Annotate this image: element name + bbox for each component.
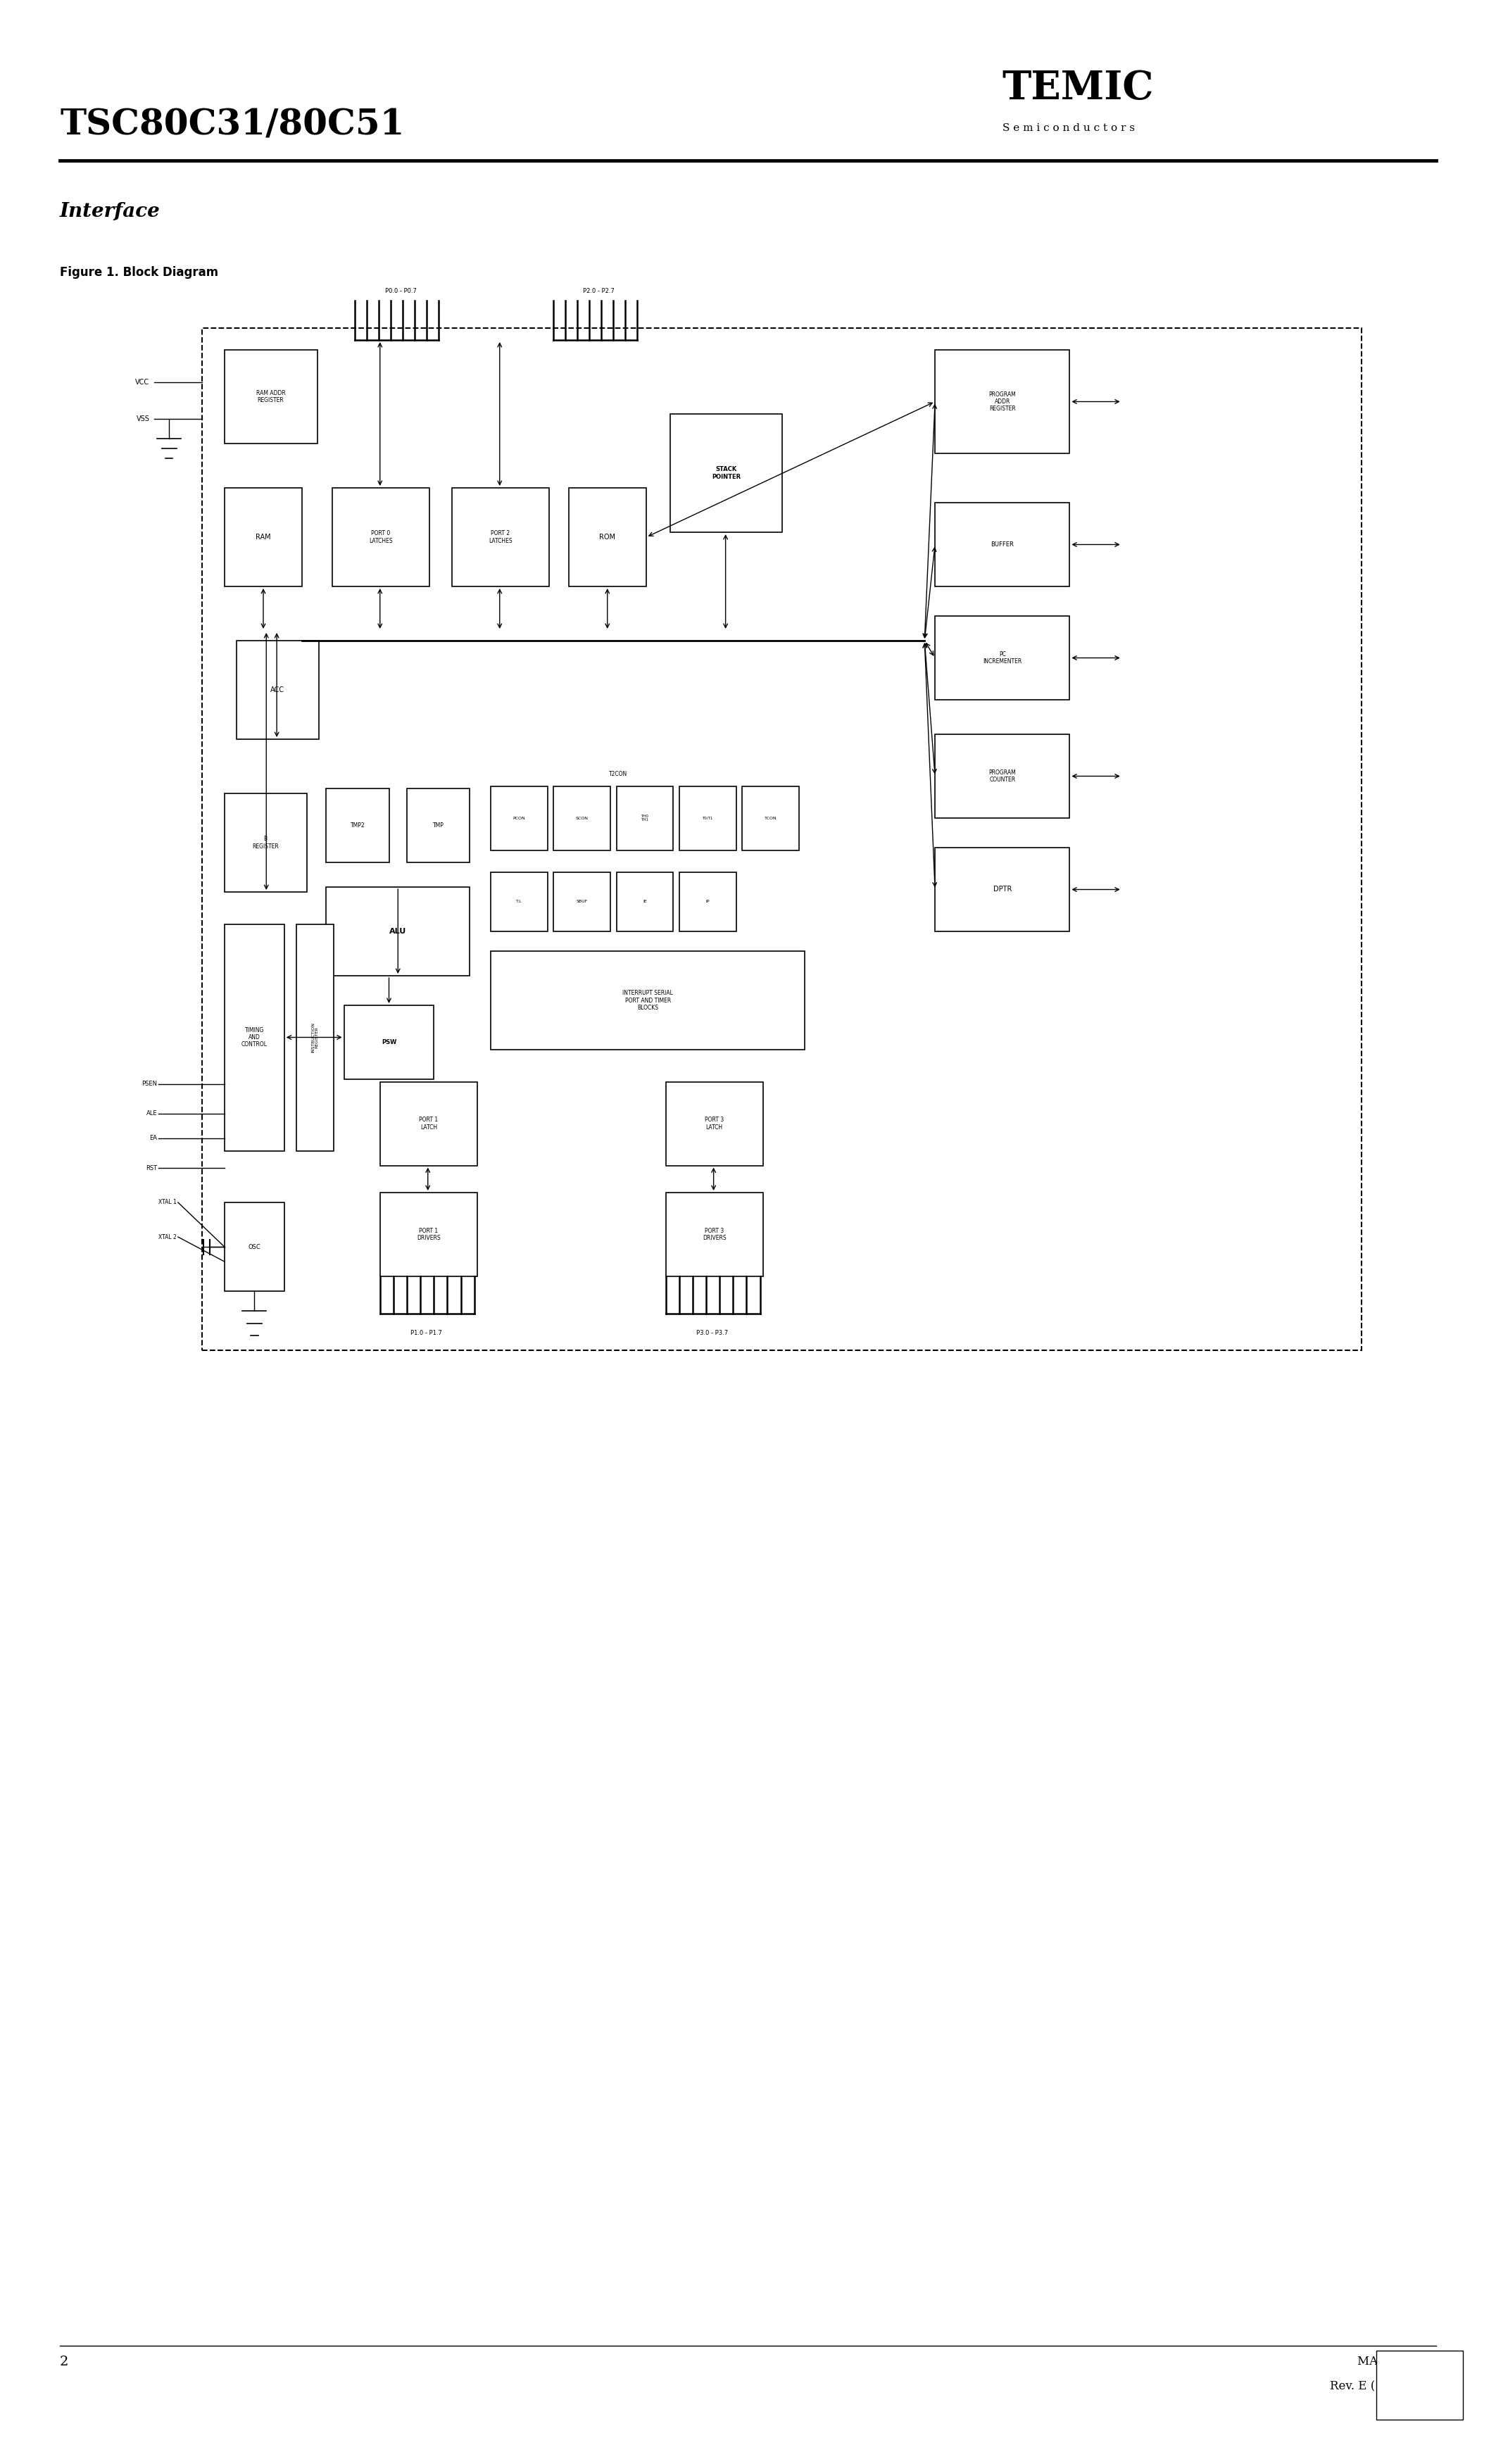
Text: EA: EA bbox=[150, 1136, 157, 1141]
Text: PSW: PSW bbox=[381, 1040, 396, 1045]
Bar bbox=[491, 951, 805, 1050]
Text: P1.0 - P1.7: P1.0 - P1.7 bbox=[410, 1331, 443, 1335]
Text: ALE: ALE bbox=[147, 1111, 157, 1116]
Bar bbox=[554, 872, 610, 931]
Text: Rev. E (14 Jan.97): Rev. E (14 Jan.97) bbox=[1330, 2380, 1436, 2393]
Text: SBUF: SBUF bbox=[576, 899, 588, 904]
Bar bbox=[666, 1082, 763, 1165]
Text: T0/T1: T0/T1 bbox=[702, 816, 714, 821]
Text: PROGRAM
ADDR
REGISTER: PROGRAM ADDR REGISTER bbox=[989, 392, 1016, 411]
Text: PSEN: PSEN bbox=[142, 1082, 157, 1087]
Text: RST: RST bbox=[145, 1165, 157, 1170]
Text: MATRA MHS: MATRA MHS bbox=[1357, 2356, 1436, 2368]
Text: OSC: OSC bbox=[248, 1244, 260, 1249]
Bar bbox=[236, 641, 319, 739]
Text: PCON: PCON bbox=[513, 816, 525, 821]
Bar bbox=[296, 924, 334, 1151]
Text: RAM ADDR
REGISTER: RAM ADDR REGISTER bbox=[256, 389, 286, 404]
Bar bbox=[224, 924, 284, 1151]
Text: TSC80C31/80C51: TSC80C31/80C51 bbox=[60, 108, 404, 143]
Bar bbox=[935, 848, 1070, 931]
Bar bbox=[491, 786, 548, 850]
Text: IE: IE bbox=[643, 899, 646, 904]
Bar bbox=[224, 1202, 284, 1291]
Bar bbox=[666, 1193, 763, 1276]
Text: 2: 2 bbox=[60, 2356, 69, 2368]
Bar bbox=[679, 872, 736, 931]
Text: Figure 1. Block Diagram: Figure 1. Block Diagram bbox=[60, 266, 218, 278]
Text: TMP2: TMP2 bbox=[350, 823, 365, 828]
Text: DPTR: DPTR bbox=[993, 887, 1011, 892]
Bar bbox=[1376, 2351, 1463, 2420]
Text: PORT 3
DRIVERS: PORT 3 DRIVERS bbox=[703, 1227, 726, 1242]
Bar bbox=[935, 350, 1070, 453]
Text: XTAL 1: XTAL 1 bbox=[159, 1200, 177, 1205]
Text: P0.0 - P0.7: P0.0 - P0.7 bbox=[384, 288, 417, 293]
Bar bbox=[554, 786, 610, 850]
Text: PORT 1
DRIVERS: PORT 1 DRIVERS bbox=[417, 1227, 440, 1242]
Bar bbox=[326, 887, 470, 976]
Text: PORT 2
LATCHES: PORT 2 LATCHES bbox=[489, 530, 512, 545]
Text: PORT 3
LATCH: PORT 3 LATCH bbox=[705, 1116, 724, 1131]
Text: TEMIC: TEMIC bbox=[1002, 69, 1153, 108]
Text: T.L: T.L bbox=[516, 899, 522, 904]
Bar bbox=[407, 788, 470, 862]
Text: TIMING
AND
CONTROL: TIMING AND CONTROL bbox=[241, 1027, 268, 1047]
Bar bbox=[224, 350, 317, 444]
Bar bbox=[202, 328, 1361, 1350]
Text: T2CON: T2CON bbox=[609, 771, 627, 776]
Bar bbox=[224, 488, 302, 586]
Bar bbox=[344, 1005, 434, 1079]
Text: VSS: VSS bbox=[136, 416, 150, 421]
Text: B
REGISTER: B REGISTER bbox=[253, 835, 278, 850]
Bar bbox=[935, 734, 1070, 818]
Text: ALU: ALU bbox=[389, 929, 407, 934]
Text: PC
INCREMENTER: PC INCREMENTER bbox=[983, 650, 1022, 665]
Bar bbox=[679, 786, 736, 850]
Text: IP: IP bbox=[706, 899, 709, 904]
Text: PORT 0
LATCHES: PORT 0 LATCHES bbox=[370, 530, 392, 545]
Text: BUFFER: BUFFER bbox=[990, 542, 1014, 547]
Text: STACK
POINTER: STACK POINTER bbox=[712, 466, 741, 480]
Bar bbox=[935, 503, 1070, 586]
Bar bbox=[452, 488, 549, 586]
Text: INTERRUPT SERIAL
PORT AND TIMER
BLOCKS: INTERRUPT SERIAL PORT AND TIMER BLOCKS bbox=[622, 991, 673, 1010]
Text: P2.0 - P2.7: P2.0 - P2.7 bbox=[582, 288, 615, 293]
Text: P3.0 - P3.7: P3.0 - P3.7 bbox=[696, 1331, 729, 1335]
Text: VCC: VCC bbox=[136, 379, 150, 384]
Bar bbox=[380, 1082, 477, 1165]
Text: TCON: TCON bbox=[764, 816, 776, 821]
Text: XTAL 2: XTAL 2 bbox=[159, 1234, 177, 1239]
Text: INSTRUCTION
REGISTER: INSTRUCTION REGISTER bbox=[311, 1023, 319, 1052]
Text: ROM: ROM bbox=[600, 535, 615, 540]
Bar bbox=[568, 488, 646, 586]
Bar bbox=[380, 1193, 477, 1276]
Text: RAM: RAM bbox=[256, 535, 271, 540]
Bar bbox=[224, 793, 307, 892]
Text: ACC: ACC bbox=[271, 687, 284, 692]
Text: S e m i c o n d u c t o r s: S e m i c o n d u c t o r s bbox=[1002, 123, 1134, 133]
Text: PORT 1
LATCH: PORT 1 LATCH bbox=[419, 1116, 438, 1131]
Bar bbox=[326, 788, 389, 862]
Bar bbox=[935, 616, 1070, 700]
Bar bbox=[670, 414, 782, 532]
Bar bbox=[491, 872, 548, 931]
Bar bbox=[616, 786, 673, 850]
Bar bbox=[332, 488, 429, 586]
Bar bbox=[616, 872, 673, 931]
Bar bbox=[742, 786, 799, 850]
Text: PROGRAM
COUNTER: PROGRAM COUNTER bbox=[989, 769, 1016, 784]
Text: TMP: TMP bbox=[432, 823, 444, 828]
Text: Interface: Interface bbox=[60, 202, 160, 222]
Text: SCON: SCON bbox=[576, 816, 588, 821]
Text: TH0
TH1: TH0 TH1 bbox=[640, 813, 649, 823]
